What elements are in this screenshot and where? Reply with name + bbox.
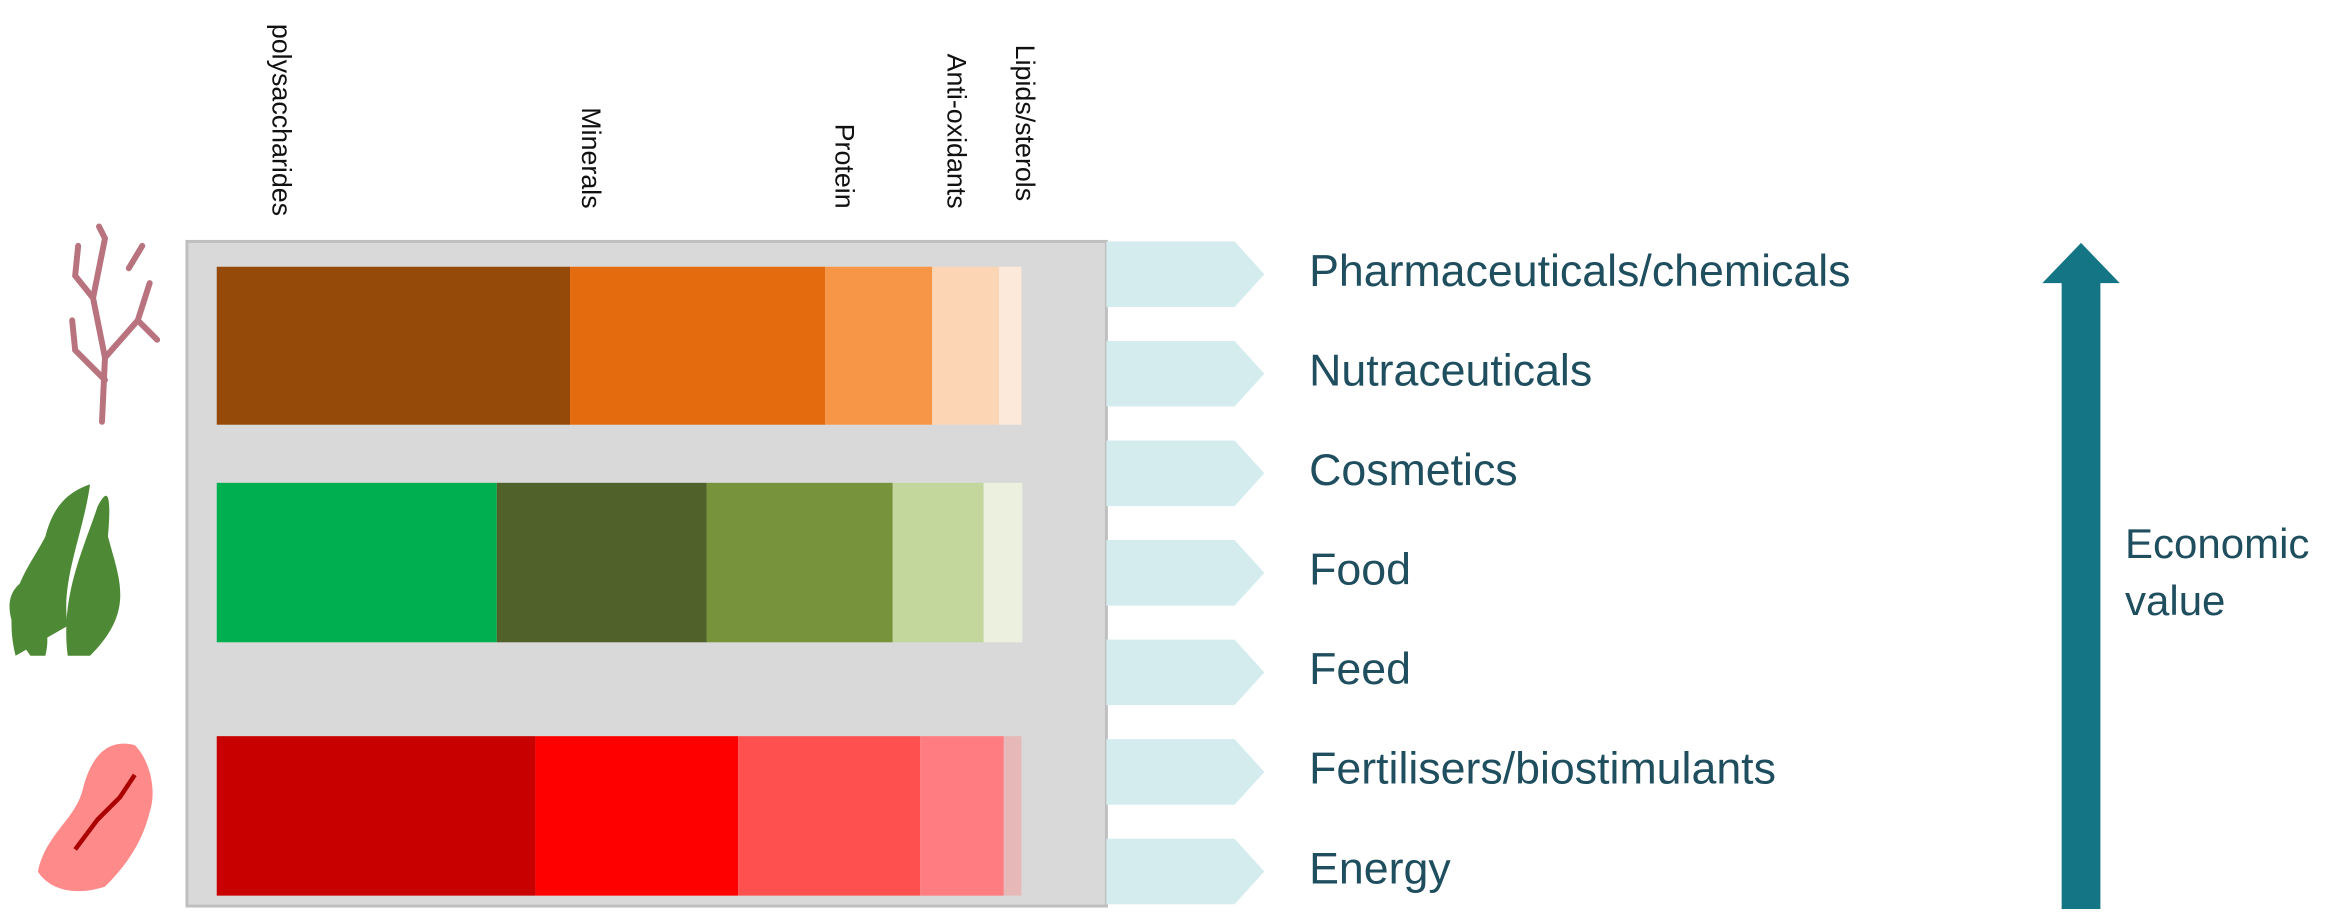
legend-label: Anti-oxidants <box>941 54 971 209</box>
legend-label: Protein <box>830 124 860 209</box>
axis-label: Economic value <box>2125 515 2325 629</box>
bar-segment <box>497 483 707 642</box>
page: polysaccharides Minerals Protein Anti-oxida… <box>0 0 2338 915</box>
legend-label: Minerals <box>576 107 606 208</box>
bar-segment <box>984 483 1023 642</box>
chevron <box>1106 441 1264 507</box>
bar-segment <box>217 736 536 895</box>
chevron <box>1106 540 1264 606</box>
application-label: Cosmetics <box>1309 446 1518 495</box>
chevron <box>1106 739 1264 805</box>
diagram: polysaccharides Minerals Protein Anti-oxida… <box>0 0 2338 915</box>
application-label: Pharmaceuticals/chemicals <box>1309 247 1850 296</box>
seaweed-icon-red <box>38 744 153 891</box>
application-label: Energy <box>1309 844 1451 893</box>
bar-segment <box>535 736 738 895</box>
bar-segment <box>738 736 920 895</box>
legend-label: polysaccharides <box>266 24 296 216</box>
chevron <box>1106 341 1264 407</box>
arrow-head <box>2042 243 2119 283</box>
bar-segment <box>893 483 984 642</box>
bar-segment <box>707 483 893 642</box>
chevron <box>1106 839 1264 905</box>
bar-segment <box>825 267 932 425</box>
arrow-shaft <box>2062 280 2101 909</box>
bar-segment <box>217 483 497 642</box>
legend-label: Lipids/sterols <box>1010 45 1040 201</box>
bar-segment <box>1004 736 1022 895</box>
application-label: Nutraceuticals <box>1309 347 1592 396</box>
bar-segment <box>920 736 1004 895</box>
bar-segment <box>570 267 825 425</box>
seaweed-icon-brown <box>72 227 157 422</box>
bar-segment <box>999 267 1022 425</box>
application-label: Fertilisers/biostimulants <box>1309 745 1776 794</box>
bar-segment <box>217 267 570 425</box>
application-label: Food <box>1309 546 1411 595</box>
seaweed-icon-green <box>10 484 121 655</box>
chevron <box>1106 640 1264 706</box>
application-label: Feed <box>1309 645 1411 694</box>
chevron <box>1106 241 1264 307</box>
bar-segment <box>932 267 999 425</box>
